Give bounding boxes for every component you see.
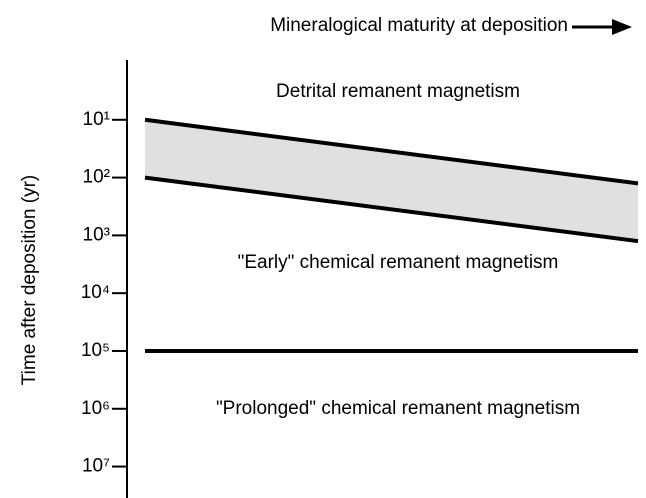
boundary-line [144, 117, 639, 186]
y-tick-label: 10⁵ [81, 340, 110, 361]
y-tick-label: 10⁴ [81, 282, 110, 303]
region-label: "Prolonged" chemical remanent magnetism [216, 398, 580, 419]
y-tick-label: 10⁷ [82, 456, 110, 477]
y-tick-label: 10³ [83, 224, 110, 245]
y-tick-label: 10⁶ [81, 398, 110, 419]
band [145, 119, 638, 242]
region-label: Detrital remanent magnetism [276, 81, 520, 102]
y-tick-label: 10² [83, 167, 110, 188]
arrow [572, 19, 632, 35]
x-axis-label: Mineralogical maturity at deposition [270, 15, 568, 36]
y-axis-label: Time after deposition (yr) [19, 175, 40, 385]
region-label: "Early" chemical remanent magnetism [238, 252, 559, 273]
y-tick-label: 10¹ [83, 109, 110, 130]
boundary-line [144, 175, 639, 244]
